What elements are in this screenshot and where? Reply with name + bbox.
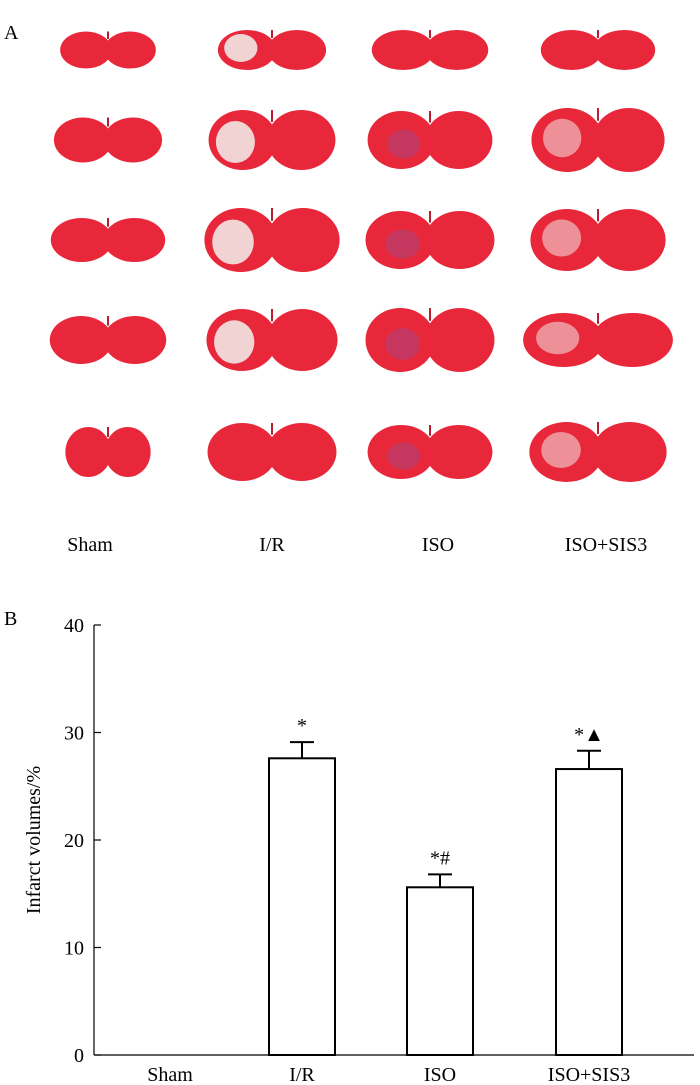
slice-hemisphere-right [425, 211, 495, 269]
brain-slice [50, 218, 166, 262]
slice-hemisphere-left [65, 427, 112, 477]
brain-slice [530, 209, 666, 271]
y-tick-label: 0 [74, 1045, 84, 1067]
slice-hemisphere-right [266, 208, 340, 272]
bar [555, 768, 623, 1057]
brain-slice [523, 313, 673, 367]
brain-slice [65, 427, 151, 477]
slice-hemisphere-right [103, 117, 163, 163]
infarct-area [212, 219, 254, 265]
slice-hemisphere-right [592, 313, 673, 367]
slice-hemisphere-right [593, 30, 656, 70]
infarct-area [224, 34, 258, 62]
infarct-area [385, 229, 421, 259]
slice-hemisphere-right [103, 316, 167, 364]
infarct-area [386, 129, 421, 159]
slice-hemisphere-right [267, 30, 327, 70]
group-label-sham: Sham [67, 534, 113, 556]
slice-hemisphere-left [367, 111, 435, 169]
brain-slice [367, 425, 493, 479]
slice-hemisphere-right [592, 108, 665, 172]
brain-slice [540, 30, 656, 70]
x-tick-label: ISO [424, 1064, 456, 1085]
brain-slice [217, 30, 327, 70]
bar [268, 757, 336, 1057]
significance-marker: * [297, 715, 307, 737]
y-tick-label: 10 [64, 938, 84, 960]
slice-hemisphere-right [425, 30, 489, 70]
brain-slice [204, 208, 340, 272]
slice-hemisphere-left [207, 423, 277, 481]
group-label-iso: ISO [421, 534, 455, 556]
slice-hemisphere-right [104, 31, 156, 69]
slice-hemisphere-right [104, 427, 151, 477]
slice-hemisphere-left [367, 425, 435, 479]
infarct-area [214, 320, 255, 364]
brain-slice [365, 211, 495, 269]
infarct-area [386, 442, 421, 470]
brain-slice [208, 110, 336, 170]
infarct-area [542, 219, 582, 257]
group-label-ir: I/R [259, 534, 285, 556]
y-tick-label: 40 [64, 615, 84, 637]
slice-hemisphere-right [425, 308, 495, 372]
infarct-area [542, 118, 582, 158]
y-axis-label: Infarct volumes/% [23, 766, 45, 914]
brain-slice [531, 108, 665, 172]
brain-slice [60, 31, 156, 69]
slice-hemisphere-left [371, 30, 435, 70]
significance-marker: *▲ [574, 724, 604, 746]
x-tick-label: Sham [147, 1064, 193, 1085]
brain-slice [367, 111, 493, 169]
infarct-volume-bar-chart: 0 10 20 30 40 Infarct volumes/% Sham * I/R *# ISO *… [23, 615, 694, 1085]
x-tick-label: ISO+SIS3 [548, 1064, 630, 1085]
slice-hemisphere-right [266, 309, 338, 371]
slice-hemisphere-right [267, 110, 336, 170]
slice-hemisphere-left [53, 117, 113, 163]
brain-slice [53, 117, 163, 163]
slice-hemisphere-left [365, 211, 435, 269]
brain-slice [371, 30, 489, 70]
y-tick-label: 20 [64, 830, 84, 852]
brain-slice [365, 308, 495, 372]
infarct-area [215, 121, 255, 163]
brain-slice-grid [49, 30, 673, 482]
slice-hemisphere-right [425, 425, 493, 479]
slice-hemisphere-right [592, 209, 666, 271]
group-label-iso-sis3: ISO+SIS3 [564, 534, 648, 556]
brain-slice [206, 309, 338, 371]
bar [406, 886, 474, 1056]
infarct-area [536, 321, 580, 355]
slice-hemisphere-left [50, 218, 113, 262]
panel-b-label: B [4, 608, 18, 630]
slice-hemisphere-left [60, 31, 112, 69]
brain-slice [207, 423, 337, 481]
slice-hemisphere-left [365, 308, 435, 372]
infarct-area [541, 432, 581, 468]
infarct-area [385, 328, 421, 360]
y-tick-label: 30 [64, 723, 84, 745]
significance-marker: *# [430, 847, 450, 869]
panel-a-label: A [4, 22, 19, 44]
brain-slice [49, 316, 167, 364]
slice-hemisphere-right [103, 218, 166, 262]
slice-hemisphere-right [592, 422, 667, 482]
slice-hemisphere-right [267, 423, 337, 481]
slice-hemisphere-left [49, 316, 113, 364]
slice-hemisphere-left [540, 30, 603, 70]
slice-hemisphere-right [425, 111, 493, 169]
brain-slice [529, 422, 667, 482]
x-tick-label: I/R [289, 1064, 315, 1085]
